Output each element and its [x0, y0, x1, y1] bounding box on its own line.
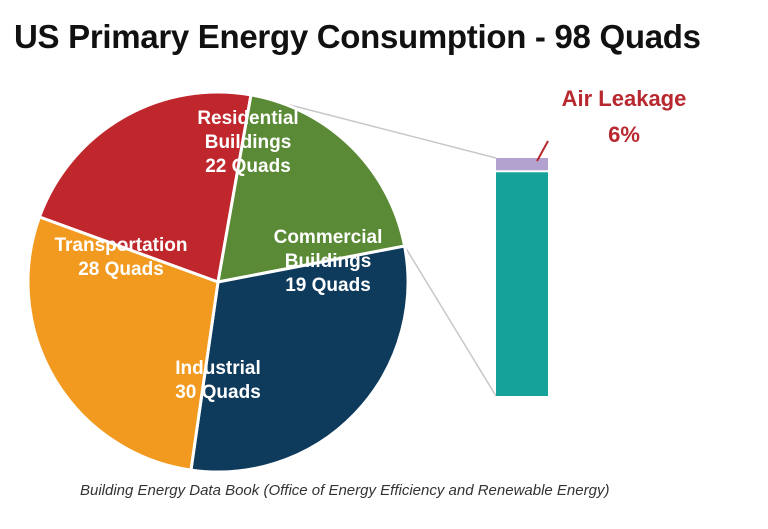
slice-label-industrial-line-1: Industrial [175, 358, 261, 379]
pie-slice-residential-buildings [37, 90, 253, 284]
slice-label-transportation-line-1: Transportation [54, 235, 187, 256]
pie-slices [26, 90, 410, 474]
breakdown-callout: Air Leakage 6% [536, 86, 687, 162]
callout-label-line-2: 6% [608, 122, 640, 147]
pie-slice-commercial-buildings [216, 93, 407, 284]
slice-label-commercial-buildings-line-1: Commercial [274, 227, 383, 248]
slice-label-residential-buildings-line-1: Residential [197, 108, 298, 129]
chart-title: US Primary Energy Consumption - 98 Quads [14, 18, 701, 55]
pie-slice-transportation [26, 215, 220, 472]
breakdown-bar [496, 158, 548, 396]
slice-label-residential-buildings-line-2: Buildings [205, 132, 292, 153]
breakdown-segment-1 [496, 158, 548, 171]
callout-leader-line [536, 140, 549, 162]
breakdown-segment-2 [496, 172, 548, 396]
slice-label-transportation-line-2: 28 Quads [78, 259, 164, 280]
connector-line-bottom [403, 245, 497, 397]
pie-slice-industrial [189, 244, 410, 474]
slice-label-residential-buildings-line-3: 22 Quads [205, 156, 291, 177]
chart-source: Building Energy Data Book (Office of Ene… [80, 482, 610, 499]
slice-labels: Residential Buildings 22 Quads Commercial Bu… [54, 108, 382, 403]
callout-label-line-1: Air Leakage [562, 86, 687, 111]
slice-label-commercial-buildings-line-2: Buildings [285, 251, 372, 272]
slice-label-commercial-buildings-line-3: 19 Quads [285, 275, 371, 296]
slice-label-industrial-line-2: 30 Quads [175, 382, 261, 403]
